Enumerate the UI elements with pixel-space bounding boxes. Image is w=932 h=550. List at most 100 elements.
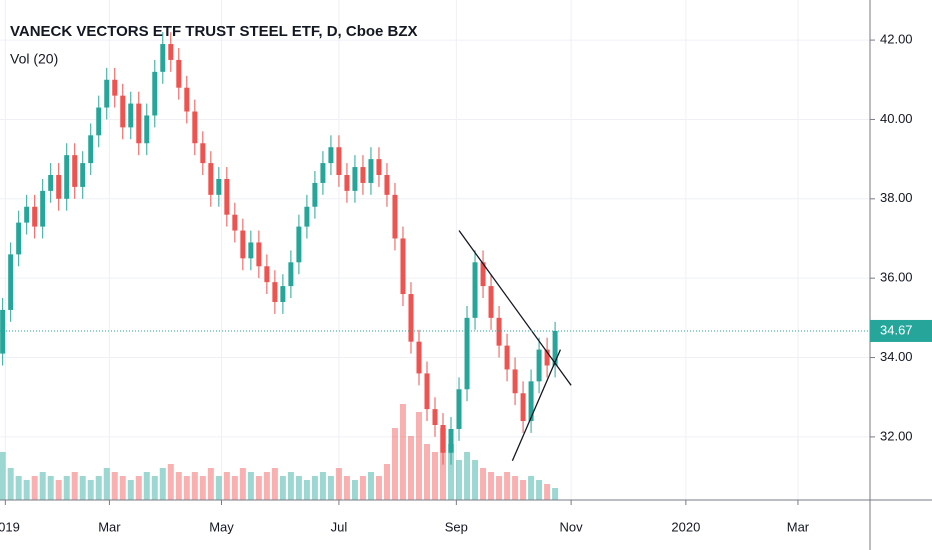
volume-bar xyxy=(375,476,382,500)
volume-bar xyxy=(528,476,535,500)
candle-body xyxy=(56,175,62,199)
volume-bar xyxy=(239,468,246,500)
candle-body xyxy=(440,425,446,453)
volume-bar xyxy=(303,480,310,500)
candle-body xyxy=(416,341,422,374)
candle-body xyxy=(352,167,358,191)
volume-bar xyxy=(496,476,503,500)
candle-body xyxy=(384,175,390,195)
volume-bar xyxy=(287,472,294,500)
candle-body xyxy=(256,242,262,267)
candle-body xyxy=(496,317,502,346)
volume-bar xyxy=(119,476,126,500)
volume-bar xyxy=(544,484,551,500)
candle-body xyxy=(96,107,102,136)
candle-body xyxy=(448,428,454,453)
volume-bar xyxy=(87,480,94,500)
volume-bar xyxy=(63,476,70,500)
candle-body xyxy=(312,182,318,207)
volume-bar xyxy=(335,468,342,500)
volume-bar xyxy=(183,476,190,500)
volume-bar xyxy=(359,476,366,500)
volume-bar xyxy=(512,476,519,500)
candle-body xyxy=(456,389,462,429)
volume-bar xyxy=(95,476,102,500)
volume-bar xyxy=(367,472,374,500)
volume-bar xyxy=(415,412,422,500)
x-tick-label: Nov xyxy=(560,519,584,534)
volume-bar xyxy=(47,476,54,500)
trendline xyxy=(511,349,562,461)
volume-bar xyxy=(135,476,142,500)
volume-bar xyxy=(383,464,390,500)
volume-bar xyxy=(7,468,14,500)
volume-bar xyxy=(464,452,471,500)
volume-bar xyxy=(271,468,278,500)
volume-bar xyxy=(247,472,254,500)
candle-body xyxy=(552,330,558,366)
candle-body xyxy=(208,163,214,195)
axis-labels: 32.00 34.00 36.00 38.00 40.00 42.00 2019 Mar May… xyxy=(0,32,932,534)
volume-bar xyxy=(456,460,463,500)
candle-body xyxy=(536,349,542,382)
volume-bar xyxy=(39,472,46,500)
y-tick-label: 40.00 xyxy=(880,111,913,126)
volume-bar xyxy=(279,476,286,500)
volume-bar xyxy=(79,476,86,500)
candle-body xyxy=(488,286,494,318)
candle-body xyxy=(240,230,246,259)
volume-bar xyxy=(223,472,230,500)
volume-bar xyxy=(255,476,262,500)
candle-body xyxy=(40,190,46,227)
chart-title: VANECK VECTORS ETF TRUST STEEL ETF, D, C… xyxy=(10,23,418,40)
volume-bar xyxy=(71,472,78,500)
candle-body xyxy=(480,262,486,287)
x-tick-label: Mar xyxy=(787,519,810,534)
candle-body xyxy=(224,178,230,215)
volume-bar xyxy=(263,472,270,500)
candle-body xyxy=(136,103,142,144)
candle-body xyxy=(464,317,470,390)
volume-bar xyxy=(167,464,174,500)
candle-body xyxy=(392,194,398,239)
candle-body xyxy=(72,155,78,187)
candle-body xyxy=(184,87,190,112)
volume-bar xyxy=(55,480,62,500)
last-price-label: 34.67 xyxy=(880,322,913,337)
volume-bar xyxy=(432,452,438,500)
candle-body xyxy=(32,206,38,227)
volume-bar xyxy=(327,476,334,500)
candle-body xyxy=(272,282,278,302)
candle-body xyxy=(368,159,374,183)
candle-body xyxy=(472,262,478,318)
candle-body xyxy=(232,214,238,231)
volume-bar xyxy=(423,444,430,500)
candle-body xyxy=(16,222,22,255)
candle-body xyxy=(432,409,438,425)
x-tick-label: 2020 xyxy=(671,519,700,534)
candle-body xyxy=(160,44,166,72)
volume-bar xyxy=(199,476,206,500)
candle-body xyxy=(144,115,150,144)
volume-bar xyxy=(448,444,455,500)
volume-bar xyxy=(143,472,150,500)
candle-body xyxy=(88,135,94,164)
candle-body xyxy=(528,381,534,422)
volume-bar xyxy=(407,436,414,500)
candle-body xyxy=(544,349,550,366)
x-tick-label: Sep xyxy=(445,519,468,534)
volume-bar xyxy=(319,472,326,500)
candle-body xyxy=(360,167,366,183)
volume-bar xyxy=(552,488,559,500)
candle-body xyxy=(168,44,174,60)
marks xyxy=(0,32,870,500)
volume-bar xyxy=(31,476,38,500)
y-tick-label: 42.00 xyxy=(880,32,913,47)
candle-body xyxy=(512,369,518,394)
candle-body xyxy=(344,175,350,191)
volume-bar xyxy=(488,472,495,500)
volume-bar xyxy=(480,468,487,500)
candle-body xyxy=(248,242,254,259)
y-tick-label: 32.00 xyxy=(880,428,913,443)
volume-bar xyxy=(175,472,182,500)
